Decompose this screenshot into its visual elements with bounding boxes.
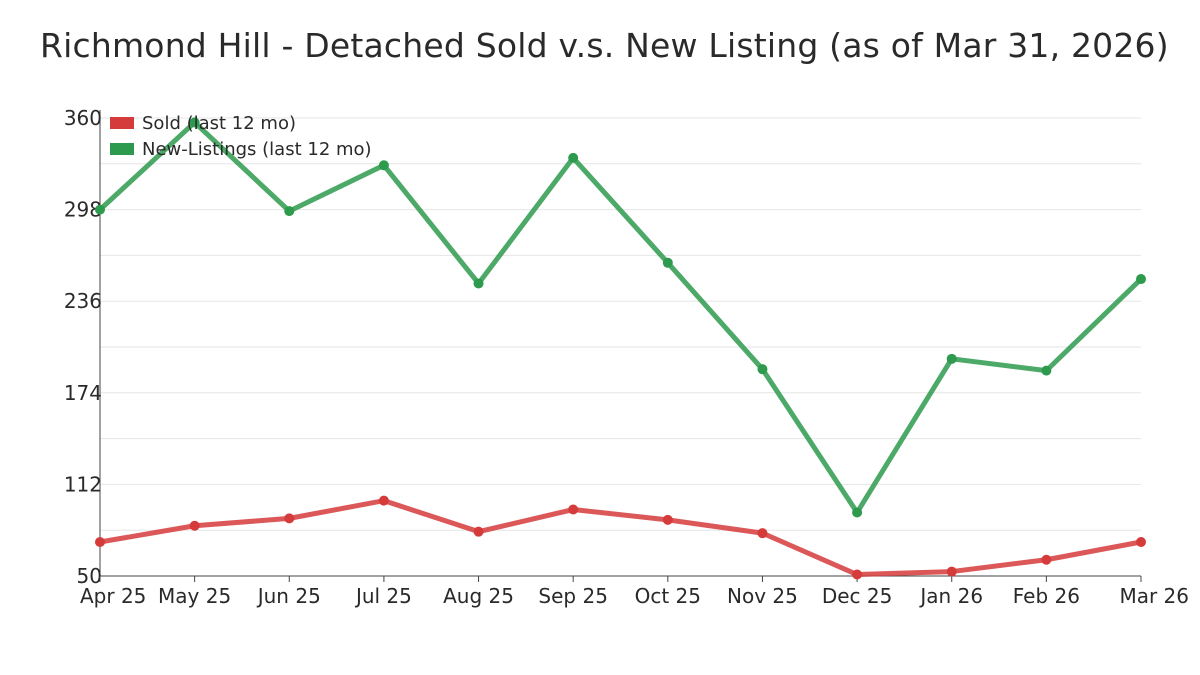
x-tick-label: Dec 25 <box>822 584 893 608</box>
data-point-new-listings <box>189 117 200 128</box>
x-tick-label: Feb 26 <box>1013 584 1080 608</box>
data-point-sold <box>284 513 295 524</box>
series-line-sold <box>97 498 1144 578</box>
data-point-new-listings <box>95 204 105 215</box>
y-tick-label: 112 <box>64 472 102 496</box>
data-point-new-listings <box>757 364 768 375</box>
data-point-sold <box>662 514 673 525</box>
data-point-sold <box>95 537 105 548</box>
y-tick-label: 360 <box>64 106 102 130</box>
data-point-sold <box>473 526 484 537</box>
y-tick-label: 236 <box>64 289 102 313</box>
data-point-new-listings <box>1136 274 1146 285</box>
data-point-new-listings <box>473 278 484 289</box>
data-point-sold <box>852 569 863 580</box>
data-point-sold <box>757 528 768 539</box>
legend: Sold (last 12 mo) New-Listings (last 12 m… <box>110 113 372 160</box>
data-point-sold <box>1041 554 1052 565</box>
series-lines <box>95 117 1146 580</box>
data-point-sold <box>946 566 957 577</box>
x-tick-label: Jan 26 <box>918 584 983 608</box>
x-tick-label: Mar 26 <box>1119 584 1189 608</box>
data-point-sold <box>378 495 389 506</box>
x-tick-label: Oct 25 <box>635 584 701 608</box>
x-tick-label: Jul 25 <box>354 584 412 608</box>
data-point-sold <box>1136 537 1146 548</box>
data-point-new-listings <box>662 257 673 268</box>
gridlines <box>100 117 1141 531</box>
series-line-new-listings <box>97 119 1144 515</box>
data-point-sold <box>189 520 200 531</box>
chart-title: Richmond Hill - Detached Sold v.s. New L… <box>40 26 1169 65</box>
y-tick-label: 50 <box>77 564 102 588</box>
legend-label: Sold (last 12 mo) <box>142 113 296 134</box>
data-point-new-listings <box>378 160 389 171</box>
data-point-new-listings <box>852 507 863 518</box>
data-point-new-listings <box>946 353 957 364</box>
legend-label: New-Listings (last 12 mo) <box>142 139 372 160</box>
data-point-sold <box>568 504 579 515</box>
x-tick-label: Jun 25 <box>256 584 321 608</box>
y-tick-label: 174 <box>64 381 102 405</box>
x-tick-label: Nov 25 <box>727 584 798 608</box>
x-tick-label: Aug 25 <box>443 584 514 608</box>
legend-swatch <box>110 143 134 155</box>
data-point-new-listings <box>1041 365 1052 376</box>
x-tick-label: May 25 <box>158 584 231 608</box>
legend-swatch <box>110 117 134 129</box>
x-tick-label: Sep 25 <box>538 584 608 608</box>
data-point-new-listings <box>284 206 295 217</box>
data-point-new-listings <box>568 152 579 163</box>
x-tick-label: Apr 25 <box>80 584 146 608</box>
